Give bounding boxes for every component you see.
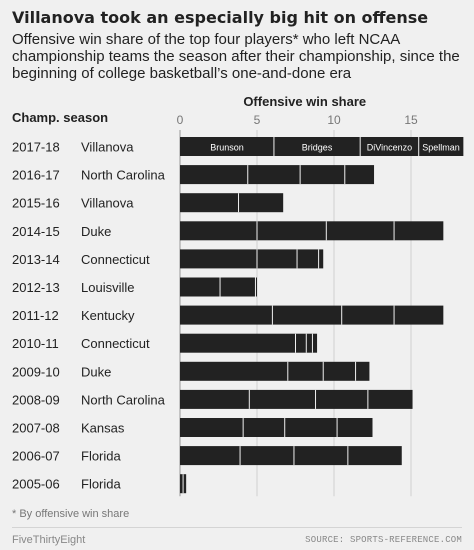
bar-segment [315,389,368,409]
team-label: Villanova [81,140,134,155]
bar-segment [323,361,356,381]
bar-segment [243,418,285,437]
row-header: Champ. season [12,110,108,125]
bar-segment [180,305,273,325]
chart-title: Villanova took an especially big hit on … [12,8,429,27]
bar-segment [293,446,348,466]
team-label: Florida [81,449,122,464]
bar-segment [394,305,444,325]
label-layer: Offensive win share Champ. season 0 5 10 15 20… [12,94,460,492]
season-label: 2006-07 [12,449,60,464]
footnote: * By offensive win share [12,508,130,520]
x-tick-label: 10 [327,113,341,127]
season-label: 2013-14 [12,252,60,267]
bar-segment [180,361,288,381]
axis-title: Offensive win share [243,94,366,109]
team-label: Villanova [81,196,134,211]
segment-label: Spellman [422,143,460,153]
bar-segment [326,221,395,241]
bar-segment [312,333,318,353]
bar-segment [255,277,257,297]
bar-segment [180,221,257,241]
bar-segment [306,333,313,353]
season-label: 2009-10 [12,364,60,379]
bar-segment [180,474,184,494]
bar-segment [272,305,342,325]
bar-segment [238,193,284,213]
season-label: 2010-11 [12,336,59,351]
season-label: 2015-16 [12,196,60,211]
bar-segment [180,193,239,213]
segment-label: Brunson [210,143,244,153]
bar-segment [180,418,244,437]
season-label: 2011-12 [12,308,59,323]
bar-segment [297,249,319,269]
segment-label: DiVincenzo [367,143,412,153]
season-label: 2012-13 [12,280,60,295]
bar-segment [180,249,257,269]
bar-segment [220,277,256,297]
bar-segment [300,165,345,185]
bar-segment [418,137,464,156]
bar-layer [180,137,464,494]
season-label: 2008-09 [12,392,60,407]
team-label: North Carolina [81,392,166,407]
team-label: Kansas [81,421,125,436]
x-tick-label: 5 [254,113,261,127]
bar-segment [257,249,298,269]
bar-segment [341,305,395,325]
season-label: 2007-08 [12,421,60,436]
source-credit: SOURCE: SPORTS-REFERENCE.COM [305,535,462,545]
team-label: Kentucky [81,308,135,323]
bar-segment [180,165,248,185]
bar-segment [180,137,274,156]
bar-segment [284,418,338,437]
bar-segment [249,389,316,409]
team-label: Duke [81,364,111,379]
team-label: Connecticut [81,252,150,267]
season-label: 2014-15 [12,224,60,239]
season-label: 2005-06 [12,477,60,492]
bar-segment [247,165,301,185]
brand-credit: FiveThirtyEight [12,534,86,546]
bar-segment [287,361,324,381]
bar-segment [295,333,307,353]
season-label: 2017-18 [12,140,60,155]
segment-label: Bridges [302,143,333,153]
bar-segment [360,137,419,156]
bar-segment [337,418,373,437]
team-label: Connecticut [81,336,150,351]
bar-segment [273,137,361,156]
bar-segment [367,389,413,409]
bar-segment [257,221,327,241]
x-tick-label: 15 [404,113,418,127]
x-tick-label: 0 [177,113,184,127]
bar-segment [183,474,187,494]
bar-segment [180,277,221,297]
bar-segment [180,446,241,466]
season-label: 2016-17 [12,168,60,183]
team-label: Louisville [81,280,134,295]
team-label: Duke [81,224,111,239]
chart-subtitle: Offensive win share of the top four play… [12,31,460,82]
bar-segment [180,389,250,409]
bar-segment [180,333,296,353]
bar-segment [318,249,324,269]
bar-segment [394,221,444,241]
footer-divider [12,527,462,528]
team-label: Florida [81,477,122,492]
bar-segment [240,446,294,466]
team-label: North Carolina [81,168,166,183]
bar-segment [355,361,370,381]
bar-segment [347,446,402,466]
bar-segment [344,165,375,185]
